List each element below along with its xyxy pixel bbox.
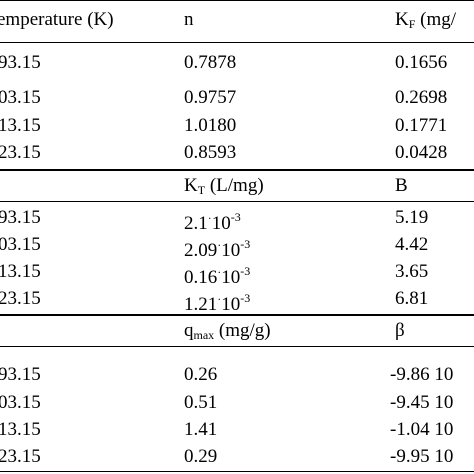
s3-row3-qmax: 1.41 — [184, 419, 218, 440]
s3-row3-beta: -1.04 10 — [390, 419, 454, 440]
s1-row1-n: 0.7878 — [184, 52, 237, 73]
s3-row2-qmax: 0.51 — [184, 392, 218, 413]
s3-row2-beta: -9.45 10 — [390, 392, 454, 413]
s2-row2-temp: 03.15 — [0, 234, 41, 255]
s2-row2-kt: 2.09·10-3 — [184, 237, 251, 261]
s3-row1-qmax: 0.26 — [184, 364, 218, 385]
s1-row1-kf: 0.1656 — [395, 52, 448, 73]
s2-row4-kt: 1.21·10-3 — [184, 291, 251, 315]
bottom-rule — [0, 471, 474, 472]
s3-row2-temp: 03.15 — [0, 392, 41, 413]
s1-row4-temp: 23.15 — [0, 142, 41, 163]
section2-end-rule — [0, 314, 474, 316]
s3-row4-temp: 23.15 — [0, 446, 41, 467]
header-qmax: qmax (mg/g) — [184, 320, 271, 342]
header-temperature: emperature (K) — [0, 9, 114, 30]
s1-row4-kf: 0.0428 — [395, 142, 448, 163]
header-rule — [0, 42, 474, 43]
s2-row3-kt: 0.16·10-3 — [184, 264, 251, 288]
s3-row1-beta: -9.86 10 — [390, 364, 454, 385]
section3-head-rule — [0, 346, 474, 347]
s1-row2-kf: 0.2698 — [395, 87, 448, 108]
s3-row1-temp: 93.15 — [0, 364, 41, 385]
s2-row4-temp: 23.15 — [0, 288, 41, 309]
s1-row3-kf: 0.1771 — [395, 115, 448, 136]
s1-row3-n: 1.0180 — [184, 115, 237, 136]
header-b: B — [395, 175, 408, 196]
s1-row3-temp: 13.15 — [0, 115, 41, 136]
s2-row4-b: 6.81 — [395, 288, 429, 309]
s2-row1-b: 5.19 — [395, 207, 429, 228]
header-beta: β — [395, 320, 405, 341]
section2-head-rule — [0, 201, 474, 202]
header-kt: KT (L/mg) — [184, 175, 264, 197]
s2-row3-b: 3.65 — [395, 261, 429, 282]
s3-row4-beta: -9.95 10 — [390, 446, 454, 467]
s2-row1-kt: 2.1·10-3 — [184, 210, 241, 234]
top-rule — [0, 0, 474, 1]
s1-row2-n: 0.9757 — [184, 87, 237, 108]
s2-row3-temp: 13.15 — [0, 261, 41, 282]
section1-end-rule — [0, 169, 474, 171]
s1-row4-n: 0.8593 — [184, 142, 237, 163]
s2-row2-b: 4.42 — [395, 234, 429, 255]
header-kf: KF (mg/ — [395, 9, 457, 31]
s2-row1-temp: 93.15 — [0, 207, 41, 228]
s3-row3-temp: 13.15 — [0, 419, 41, 440]
s1-row2-temp: 03.15 — [0, 87, 41, 108]
s1-row1-temp: 93.15 — [0, 52, 41, 73]
s3-row4-qmax: 0.29 — [184, 446, 218, 467]
header-n: n — [184, 9, 194, 30]
